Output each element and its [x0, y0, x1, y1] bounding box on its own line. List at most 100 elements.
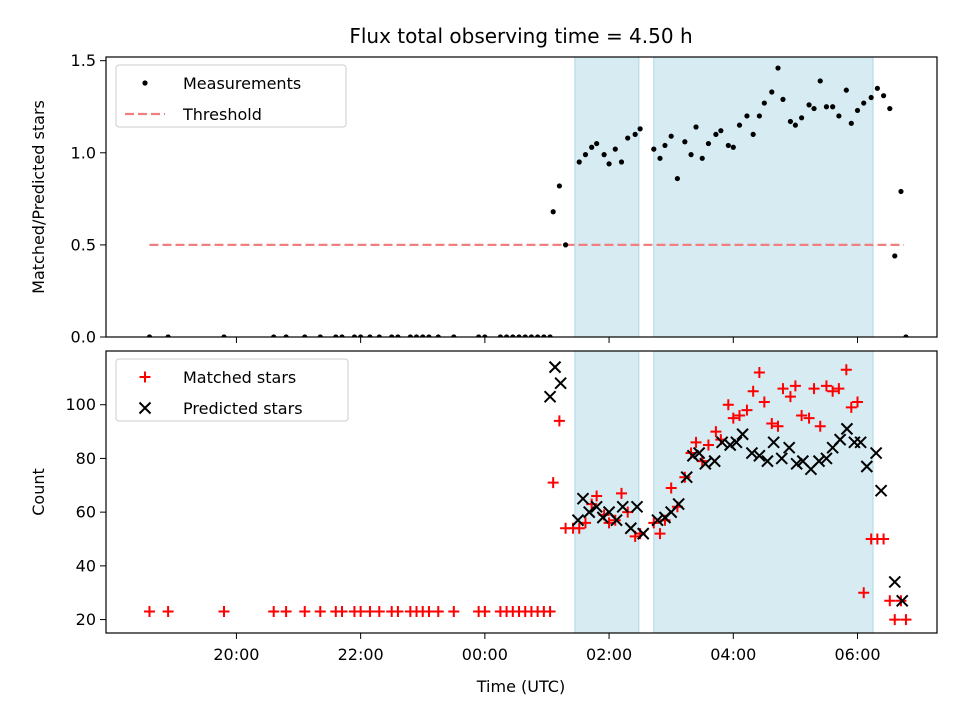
data-point: [874, 484, 888, 497]
data-point: [610, 513, 623, 527]
data-point: [903, 334, 909, 337]
data-point: [811, 105, 817, 112]
data-point: [827, 385, 839, 397]
data-point: [497, 334, 503, 337]
data-point: [392, 606, 404, 618]
data-point: [823, 104, 830, 110]
data-point: [336, 606, 348, 618]
data-point: [710, 426, 722, 438]
data-point: [900, 614, 912, 626]
data-point: [796, 409, 808, 421]
data-point: [541, 334, 547, 337]
data-point: [730, 436, 743, 449]
data-point: [162, 606, 174, 618]
data-point: [843, 87, 849, 93]
data-point: [761, 100, 767, 106]
legend-label: Predicted stars: [183, 399, 303, 418]
legend-box: [115, 358, 349, 422]
data-point: [632, 131, 638, 137]
data-point: [833, 433, 847, 446]
x-axis-label: Time (UTC): [476, 677, 565, 696]
data-point: [741, 404, 753, 416]
data-point: [874, 85, 880, 91]
data-point: [479, 606, 491, 618]
y-axis-label: Matched/Predicted stars: [29, 100, 48, 294]
data-point: [503, 334, 510, 337]
y-tick-label: 0.5: [71, 235, 96, 254]
data-point: [654, 528, 666, 540]
data-point: [413, 334, 420, 337]
x-tick-label: 00:00: [462, 645, 508, 664]
data-point: [884, 595, 896, 607]
data-point: [550, 209, 556, 215]
data-point: [651, 146, 657, 152]
data-point: [672, 497, 685, 511]
data-point: [218, 606, 230, 618]
legend-marker: [138, 401, 152, 415]
data-point: [662, 142, 668, 149]
data-point: [789, 380, 801, 392]
data-point: [718, 128, 724, 134]
data-point: [814, 420, 826, 432]
data-point: [889, 614, 901, 626]
data-point: [699, 457, 712, 471]
data-point: [708, 454, 721, 468]
data-point: [780, 96, 786, 102]
data-point: [543, 390, 557, 403]
data-point: [733, 409, 745, 421]
data-point: [616, 500, 629, 513]
observing-span: [574, 351, 640, 633]
data-point: [686, 449, 700, 462]
data-point: [820, 452, 833, 465]
data-point: [448, 606, 460, 618]
data-point: [898, 188, 904, 195]
y-tick-label: 1.0: [71, 143, 96, 162]
data-point: [878, 533, 890, 545]
data-point: [682, 139, 688, 145]
data-point: [736, 122, 743, 128]
legend-box: [115, 64, 347, 128]
data-point: [730, 144, 736, 150]
data-point: [591, 490, 603, 502]
data-point: [299, 606, 311, 618]
data-point: [280, 606, 292, 618]
data-point: [820, 380, 832, 392]
axes-frame: [105, 56, 938, 338]
data-point: [692, 446, 706, 460]
data-point: [544, 606, 556, 618]
data-point: [146, 334, 153, 337]
data-point: [271, 334, 277, 337]
data-point: [787, 118, 794, 125]
data-point: [432, 606, 444, 618]
data-point: [806, 102, 812, 108]
data-point: [799, 115, 805, 121]
legend-marker: [139, 371, 151, 383]
data-point: [858, 587, 870, 599]
data-point: [690, 436, 702, 448]
legend-label: Measurements: [183, 74, 301, 93]
data-point: [589, 144, 595, 150]
data-point: [556, 183, 562, 189]
data-point: [861, 100, 867, 106]
data-point: [808, 383, 820, 395]
data-point: [772, 420, 784, 432]
data-point: [510, 334, 516, 337]
data-point: [868, 94, 874, 101]
data-point: [747, 385, 759, 397]
data-point: [803, 412, 815, 424]
data-point: [355, 606, 367, 618]
bottom-panel: 20 40 60 80 100 20:00 22:00 00:00 02:00 04:00 06:0…: [29, 350, 938, 664]
data-point: [887, 105, 893, 112]
data-point: [637, 126, 643, 132]
data-point: [792, 122, 798, 128]
y-tick-label: 60: [76, 503, 96, 522]
plot-area: [146, 57, 909, 337]
data-point: [547, 334, 553, 337]
data-point: [601, 152, 607, 158]
data-point: [854, 107, 861, 114]
y-tick-label: 1.5: [71, 51, 96, 70]
data-point: [522, 334, 528, 337]
data-point: [756, 113, 762, 119]
data-point: [420, 334, 426, 337]
